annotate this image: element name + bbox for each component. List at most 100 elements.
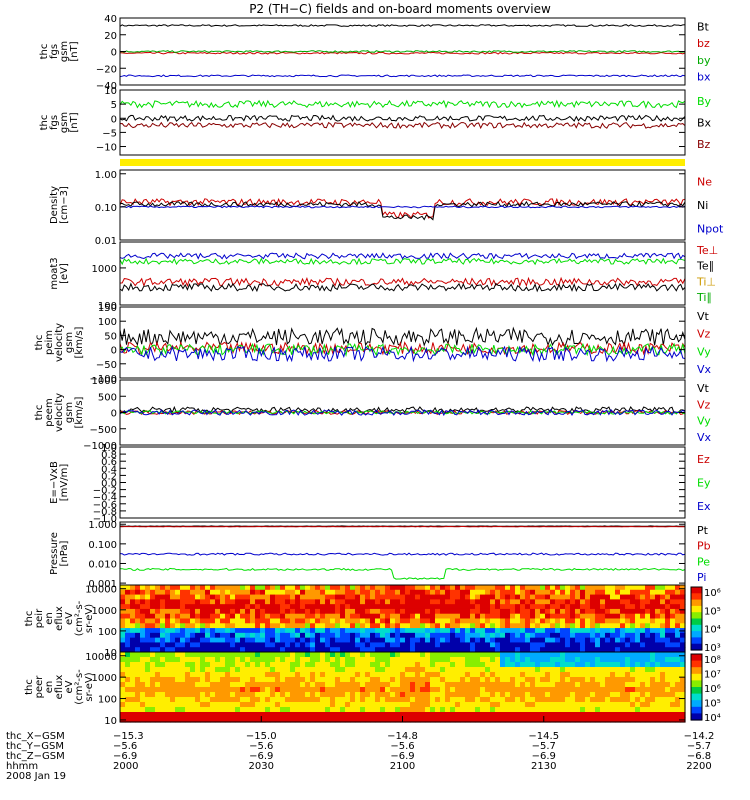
heatmap-cell <box>410 589 416 596</box>
heatmap-cell <box>480 647 486 653</box>
heatmap-cell <box>665 637 671 644</box>
heatmap-cell <box>465 692 471 698</box>
heatmap-cell <box>195 672 201 678</box>
heatmap-cell <box>305 608 311 615</box>
heatmap-cell <box>195 677 201 683</box>
heatmap-cell <box>650 662 656 668</box>
heatmap-cell <box>615 707 621 713</box>
heatmap-cell <box>385 589 391 596</box>
heatmap-cell <box>535 692 541 698</box>
heatmap-cell <box>410 667 416 673</box>
heatmap-cell <box>580 707 586 713</box>
heatmap-cell <box>380 608 386 615</box>
heatmap-cell <box>365 697 371 703</box>
heatmap-cell <box>225 613 231 620</box>
heatmap-cell <box>360 647 366 653</box>
panel-frame <box>119 306 686 379</box>
heatmap-cell <box>285 599 291 605</box>
heatmap-cell <box>510 712 516 718</box>
heatmap-cell <box>455 682 461 688</box>
heatmap-cell <box>585 687 591 693</box>
heatmap-cell <box>305 637 311 644</box>
heatmap-cell <box>445 662 451 668</box>
heatmap-cell <box>280 692 286 698</box>
heatmap-cell <box>590 642 596 648</box>
heatmap-cell <box>320 702 326 708</box>
heatmap-cell <box>355 692 361 698</box>
heatmap-cell <box>600 623 606 629</box>
heatmap-cell <box>545 594 551 600</box>
heatmap-cell <box>375 712 381 718</box>
heatmap-cell <box>140 589 146 596</box>
heatmap-cell <box>665 672 671 678</box>
heatmap-cell <box>185 717 191 723</box>
heatmap-cell <box>490 599 496 605</box>
heatmap-cell <box>195 632 201 639</box>
heatmap-cell <box>620 628 626 634</box>
heatmap-cell <box>515 682 521 688</box>
heatmap-cell <box>340 585 346 591</box>
heatmap-cell <box>340 613 346 620</box>
heatmap-cell <box>460 677 466 683</box>
heatmap-cell <box>540 599 546 605</box>
heatmap-cell <box>490 697 496 703</box>
heatmap-cell <box>345 712 351 718</box>
heatmap-cell <box>450 599 456 605</box>
heatmap-cell <box>435 618 441 624</box>
heatmap-cell <box>535 662 541 668</box>
heatmap-cell <box>610 697 616 703</box>
heatmap-cell <box>615 692 621 698</box>
heatmap-cell <box>365 618 371 624</box>
heatmap-cell <box>125 628 131 634</box>
heatmap-cell <box>460 632 466 639</box>
legend-entry: Ne <box>697 176 712 189</box>
heatmap-cell <box>240 618 246 624</box>
heatmap-cell <box>140 642 146 648</box>
heatmap-cell <box>350 652 356 658</box>
heatmap-cell <box>495 707 501 713</box>
heatmap-cell <box>165 637 171 644</box>
heatmap-cell <box>360 594 366 600</box>
heatmap-cell <box>635 608 641 615</box>
heatmap-cell <box>285 672 291 678</box>
heatmap-cell <box>185 672 191 678</box>
heatmap-cell <box>120 604 126 610</box>
heatmap-cell <box>260 594 266 600</box>
heatmap-cell <box>450 692 456 698</box>
heatmap-cell <box>150 652 156 658</box>
heatmap-cell <box>235 585 241 591</box>
heatmap-cell <box>580 647 586 653</box>
heatmap-cell <box>445 599 451 605</box>
ylabel-line: (cm²-s- <box>74 669 85 705</box>
heatmap-cell <box>380 707 386 713</box>
heatmap-cell <box>660 618 666 624</box>
heatmap-cell <box>515 604 521 610</box>
heatmap-cell <box>645 677 651 683</box>
heatmap-cell <box>395 697 401 703</box>
heatmap-cell <box>425 702 431 708</box>
heatmap-cell <box>485 637 491 644</box>
heatmap-cell <box>405 677 411 683</box>
heatmap-cell <box>155 589 161 596</box>
heatmap-cell <box>350 599 356 605</box>
heatmap-cell <box>565 652 571 658</box>
heatmap-cell <box>380 682 386 688</box>
heatmap-cell <box>620 604 626 610</box>
heatmap-cell <box>405 637 411 644</box>
heatmap-cell <box>650 632 656 639</box>
heatmap-cell <box>605 662 611 668</box>
heatmap-cell <box>645 702 651 708</box>
heatmap-cell <box>400 647 406 653</box>
heatmap-cell <box>265 682 271 688</box>
heatmap-cell <box>675 652 681 658</box>
heatmap-cell <box>280 697 286 703</box>
heatmap-cell <box>260 613 266 620</box>
heatmap-cell <box>555 589 561 596</box>
heatmap-cell <box>150 623 156 629</box>
heatmap-cell <box>200 613 206 620</box>
heatmap-cell <box>355 623 361 629</box>
heatmap-cell <box>215 687 221 693</box>
heatmap-cell <box>605 613 611 620</box>
heatmap-cell <box>335 613 341 620</box>
